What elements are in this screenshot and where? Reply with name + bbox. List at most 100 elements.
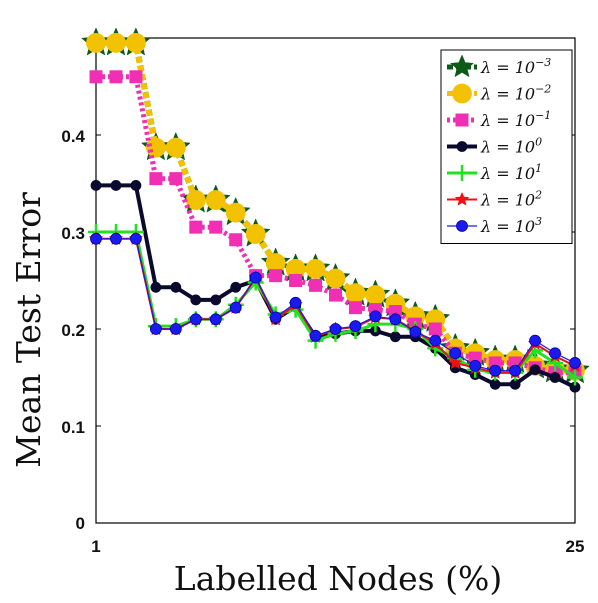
data-point bbox=[456, 141, 468, 152]
data-point bbox=[365, 285, 386, 305]
data-point bbox=[289, 296, 302, 309]
data-point bbox=[245, 224, 266, 244]
series-6 bbox=[90, 232, 581, 377]
legend-label: λ = 100 bbox=[480, 136, 542, 157]
data-point bbox=[165, 137, 186, 158]
data-point bbox=[489, 364, 502, 377]
data-point bbox=[130, 232, 142, 245]
data-point bbox=[429, 334, 442, 347]
data-point bbox=[305, 258, 326, 279]
data-point bbox=[106, 32, 126, 53]
data-point bbox=[150, 281, 162, 293]
data-point bbox=[509, 378, 521, 390]
data-point bbox=[230, 281, 242, 293]
data-point bbox=[329, 323, 342, 335]
data-point bbox=[489, 378, 501, 390]
y-tick-label: 0.3 bbox=[61, 224, 85, 243]
legend-entry: λ = 102 bbox=[447, 189, 542, 210]
data-point bbox=[325, 268, 346, 289]
data-point bbox=[452, 83, 472, 104]
data-point bbox=[149, 323, 162, 335]
legend-entry: λ = 100 bbox=[447, 136, 542, 157]
series-line bbox=[96, 237, 576, 374]
data-point bbox=[205, 190, 226, 210]
data-point bbox=[170, 281, 182, 293]
legend-label: λ = 103 bbox=[480, 215, 542, 236]
data-point bbox=[369, 310, 382, 323]
data-point bbox=[509, 364, 522, 377]
data-point bbox=[190, 294, 202, 306]
data-point bbox=[90, 232, 102, 245]
data-point bbox=[269, 311, 282, 324]
data-point bbox=[348, 301, 362, 315]
legend-entry: λ = 10−3 bbox=[447, 54, 551, 78]
series-layer bbox=[81, 27, 590, 393]
data-point bbox=[209, 220, 223, 234]
data-point bbox=[130, 180, 142, 191]
data-point bbox=[549, 372, 561, 383]
data-point bbox=[529, 334, 541, 347]
legend-entry: λ = 101 bbox=[447, 162, 542, 183]
data-point bbox=[349, 320, 362, 332]
data-point bbox=[449, 54, 475, 78]
legend: λ = 10−3 λ = 10−2 λ = 10−1 λ = 100 λ = 101 λ … bbox=[440, 49, 573, 244]
data-point bbox=[89, 70, 103, 84]
data-point bbox=[189, 313, 202, 326]
legend-label: λ = 101 bbox=[480, 162, 542, 183]
data-point bbox=[469, 359, 482, 372]
legend-label: λ = 102 bbox=[480, 189, 542, 210]
data-point bbox=[110, 232, 122, 245]
plot-frame bbox=[95, 37, 576, 524]
data-point bbox=[389, 331, 401, 343]
y-tick-label: 0.4 bbox=[61, 127, 85, 146]
data-point bbox=[428, 322, 442, 336]
data-point bbox=[110, 180, 122, 191]
data-point bbox=[210, 294, 222, 306]
data-point bbox=[189, 220, 203, 234]
data-point bbox=[549, 347, 561, 360]
data-point bbox=[145, 137, 166, 158]
data-point bbox=[229, 233, 243, 247]
data-point bbox=[225, 202, 246, 223]
y-tick-label: 0.1 bbox=[61, 418, 85, 437]
data-point bbox=[209, 313, 222, 326]
x-tick-label: 1 bbox=[91, 537, 100, 556]
data-point bbox=[149, 172, 163, 186]
data-point bbox=[309, 329, 322, 342]
x-axis-label: Labelled Nodes (%) bbox=[174, 559, 502, 598]
data-point bbox=[269, 269, 283, 283]
data-point bbox=[126, 32, 146, 53]
legend-entry: λ = 10−2 bbox=[447, 83, 551, 104]
legend-entry: λ = 103 bbox=[447, 215, 542, 236]
series-line bbox=[96, 238, 576, 372]
y-axis-label: Mean Test Error bbox=[9, 192, 48, 468]
legend-entry: λ = 10−1 bbox=[447, 109, 551, 130]
data-point bbox=[449, 347, 462, 360]
legend-label: λ = 10−1 bbox=[480, 109, 551, 130]
data-point bbox=[456, 220, 468, 232]
data-point bbox=[86, 32, 106, 53]
data-point bbox=[90, 180, 102, 191]
data-point bbox=[409, 326, 422, 338]
data-point bbox=[109, 70, 123, 84]
data-point bbox=[169, 323, 182, 335]
y-tick-label: 0.2 bbox=[61, 321, 85, 340]
data-point bbox=[309, 278, 323, 292]
data-point bbox=[289, 274, 303, 287]
data-point bbox=[229, 301, 242, 314]
data-point bbox=[345, 283, 366, 304]
x-tick-label: 25 bbox=[566, 537, 585, 556]
data-point bbox=[447, 355, 463, 370]
legend-label: λ = 10−2 bbox=[480, 83, 551, 104]
data-point bbox=[454, 191, 470, 206]
data-point bbox=[455, 113, 469, 127]
data-point bbox=[529, 364, 541, 376]
data-point bbox=[249, 271, 262, 284]
y-tick-label: 0 bbox=[76, 514, 85, 533]
legend-label: λ = 10−3 bbox=[480, 56, 551, 77]
data-point bbox=[329, 288, 342, 302]
data-point bbox=[389, 313, 402, 326]
data-point bbox=[169, 172, 183, 186]
data-point bbox=[569, 357, 581, 369]
